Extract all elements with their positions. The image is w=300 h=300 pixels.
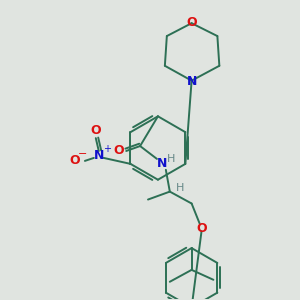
Text: O: O <box>70 154 80 167</box>
Text: H: H <box>176 183 184 193</box>
Text: O: O <box>186 16 197 29</box>
Text: −: − <box>78 149 88 159</box>
Text: N: N <box>186 75 197 88</box>
Text: H: H <box>167 154 175 164</box>
Text: N: N <box>94 149 104 162</box>
Text: N: N <box>157 158 167 170</box>
Text: O: O <box>196 222 207 235</box>
Text: O: O <box>91 124 101 137</box>
Text: +: + <box>103 144 111 154</box>
Text: O: O <box>113 145 124 158</box>
